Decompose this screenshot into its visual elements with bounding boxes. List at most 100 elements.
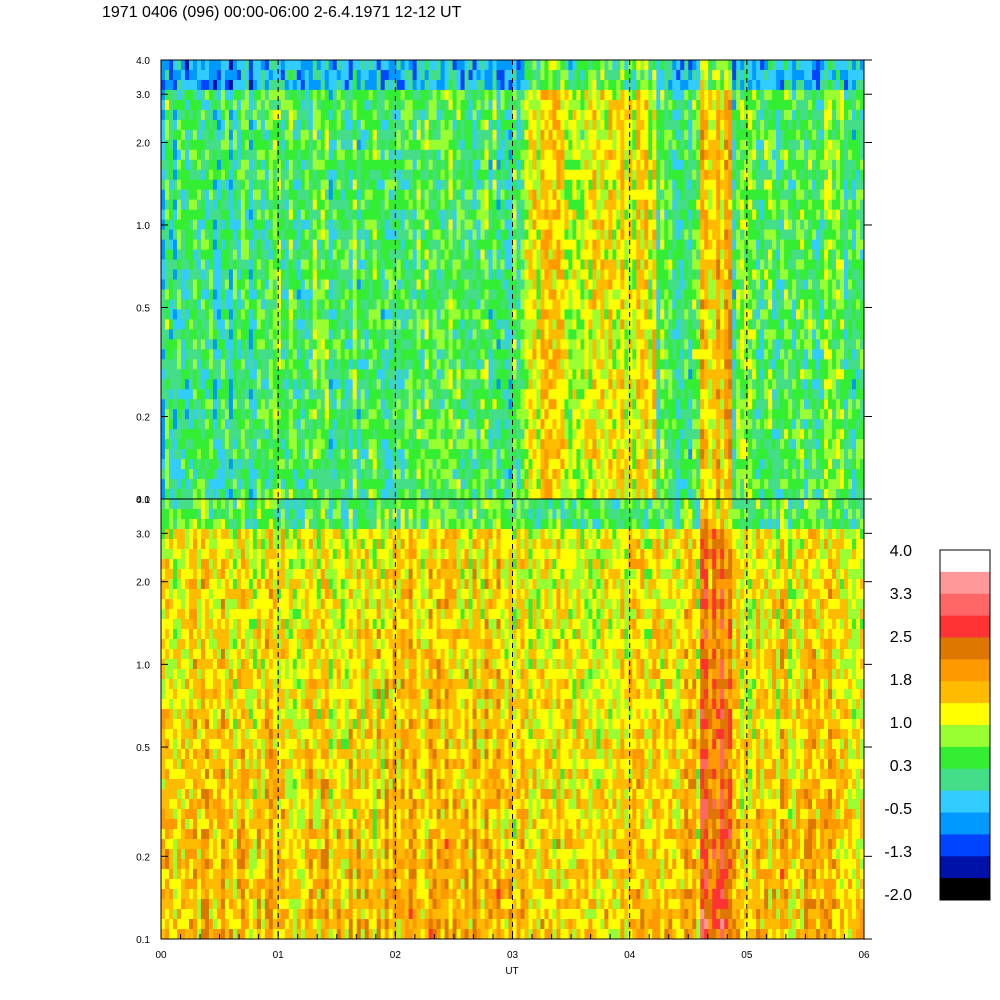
heatmap-cell [260, 399, 266, 410]
heatmap-cell [328, 389, 334, 400]
heatmap-cell [168, 439, 174, 450]
heatmap-cell [352, 99, 358, 111]
heatmap-cell [188, 459, 194, 470]
heatmap-cell [552, 139, 558, 151]
heatmap-cell [344, 279, 350, 291]
heatmap-cell [432, 399, 438, 410]
heatmap-cell [588, 139, 593, 151]
heatmap-cell [264, 319, 270, 330]
heatmap-cell [540, 299, 546, 311]
heatmap-cell [308, 469, 314, 480]
heatmap-cell [504, 349, 510, 360]
heatmap-cell [228, 219, 234, 231]
heatmap-cell [192, 239, 198, 251]
heatmap-cell [220, 489, 226, 499]
heatmap-cell [176, 60, 182, 71]
heatmap-cell [300, 119, 306, 131]
heatmap-cell [204, 399, 210, 410]
heatmap-cell [364, 139, 370, 151]
heatmap-cell [584, 359, 589, 370]
heatmap-cell [460, 159, 466, 171]
heatmap-cell [440, 159, 446, 171]
heatmap-cell [244, 149, 250, 161]
heatmap-cell [596, 179, 601, 191]
heatmap-cell [568, 319, 574, 330]
heatmap-cell [400, 259, 406, 271]
heatmap-cell [536, 99, 542, 111]
heatmap-cell [544, 159, 550, 171]
heatmap-cell [440, 239, 446, 251]
heatmap-cell [188, 239, 194, 251]
heatmap-cell [420, 389, 426, 400]
heatmap-cell [292, 419, 298, 430]
heatmap-cell [432, 169, 438, 181]
heatmap-cell [312, 259, 318, 271]
heatmap-cell [256, 189, 262, 201]
heatmap-cell [256, 119, 262, 131]
heatmap-cell [416, 69, 422, 81]
heatmap-cell [460, 339, 466, 350]
heatmap-cell [556, 329, 562, 340]
heatmap-cell [184, 69, 190, 81]
heatmap-cell [484, 379, 490, 390]
heatmap-cell [508, 189, 514, 201]
heatmap-cell [596, 459, 601, 470]
heatmap-cell [176, 319, 182, 330]
heatmap-cell [472, 99, 478, 111]
heatmap-cell [500, 179, 506, 191]
heatmap-cell [404, 249, 410, 261]
heatmap-cell [244, 179, 250, 191]
heatmap-cell [192, 139, 198, 151]
heatmap-cell [512, 339, 518, 350]
heatmap-cell [272, 189, 278, 201]
heatmap-cell [224, 199, 230, 211]
heatmap-cell [192, 289, 198, 301]
heatmap-cell [248, 159, 254, 171]
heatmap-cell [316, 119, 322, 131]
heatmap-cell [220, 219, 226, 231]
heatmap-cell [516, 79, 522, 91]
heatmap-cell [496, 369, 502, 380]
heatmap-cell [316, 199, 322, 211]
heatmap-cell [388, 69, 394, 81]
heatmap-cell [224, 439, 230, 450]
heatmap-cell [484, 329, 490, 340]
heatmap-cell [224, 449, 230, 460]
heatmap-cell [424, 89, 430, 101]
heatmap-cell [348, 299, 354, 311]
heatmap-cell [600, 379, 605, 390]
heatmap-cell [516, 89, 522, 101]
heatmap-cell [172, 189, 178, 201]
heatmap-cell [292, 259, 298, 271]
heatmap-cell [600, 60, 605, 71]
heatmap-cell [496, 119, 502, 131]
heatmap-cell [196, 139, 202, 151]
heatmap-cell [332, 379, 338, 390]
heatmap-cell [572, 459, 577, 470]
heatmap-cell [400, 349, 406, 360]
heatmap-cell [468, 69, 474, 81]
heatmap-cell [388, 409, 394, 420]
heatmap-cell [228, 349, 234, 360]
heatmap-cell [464, 109, 470, 121]
heatmap-cell [424, 259, 430, 271]
heatmap-cell [444, 259, 450, 271]
heatmap-cell [308, 329, 314, 340]
heatmap-cell [488, 449, 494, 460]
heatmap-cell [324, 409, 330, 420]
heatmap-cell [412, 399, 418, 410]
heatmap-cell [476, 199, 482, 211]
heatmap-cell [540, 159, 546, 171]
heatmap-cell [600, 129, 605, 141]
heatmap-cell [528, 449, 534, 460]
heatmap-cell [424, 469, 430, 480]
heatmap-cell [204, 279, 210, 291]
heatmap-cell [196, 79, 202, 91]
heatmap-cell [168, 179, 174, 191]
heatmap-cell [512, 369, 518, 380]
heatmap-cell [464, 349, 470, 360]
heatmap-cell [580, 489, 585, 499]
heatmap-cell [504, 379, 510, 390]
heatmap-cell [588, 289, 593, 301]
heatmap-cell [300, 449, 306, 460]
